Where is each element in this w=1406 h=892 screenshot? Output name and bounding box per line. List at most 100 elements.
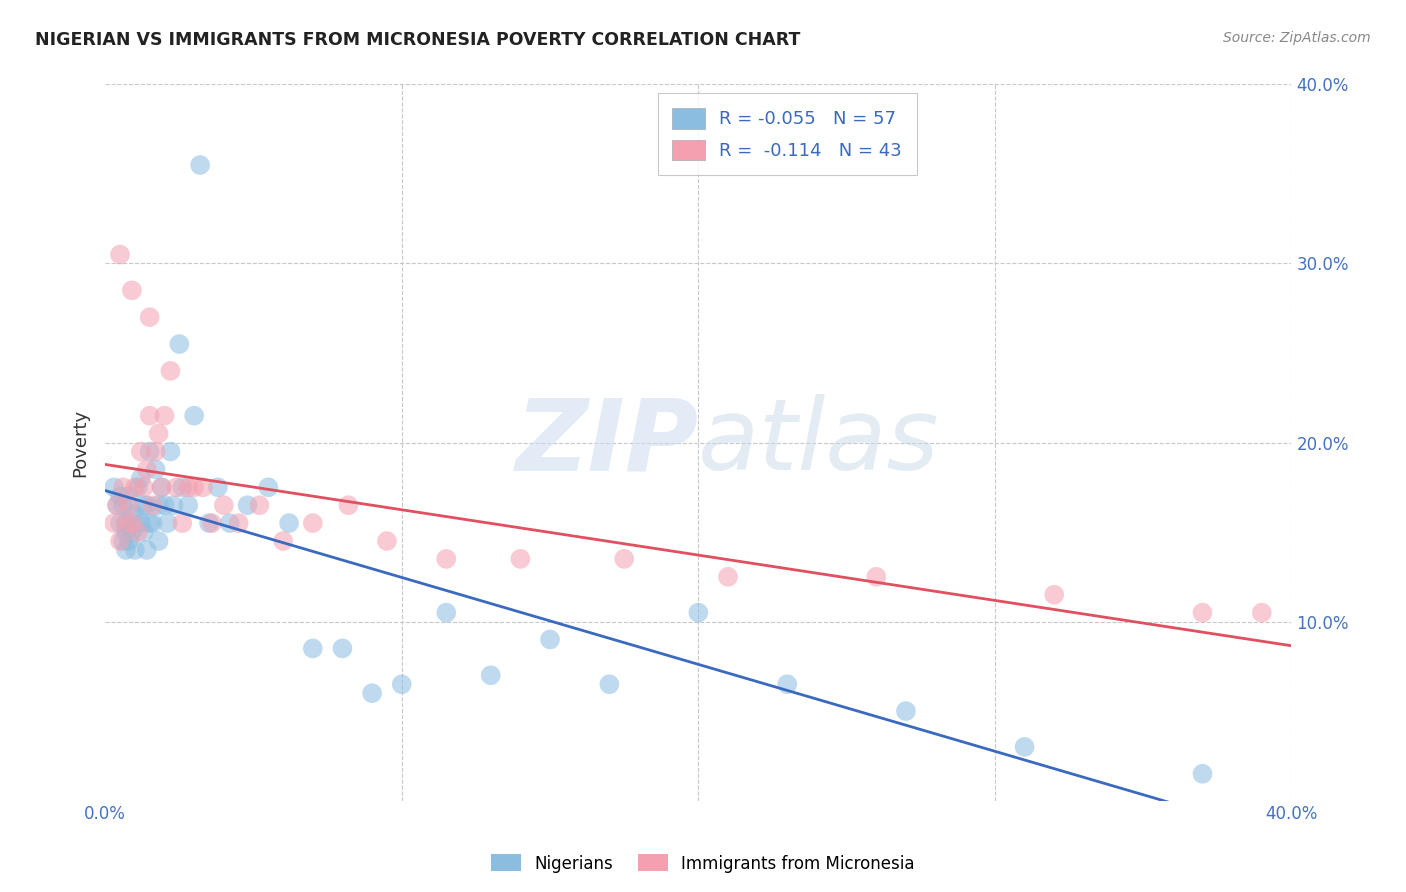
Point xyxy=(479,668,502,682)
Point xyxy=(135,462,157,476)
Point xyxy=(105,498,128,512)
Point xyxy=(207,480,229,494)
Point xyxy=(124,543,146,558)
Point xyxy=(177,480,200,494)
Point xyxy=(153,498,176,512)
Point xyxy=(249,498,271,512)
Point xyxy=(138,409,160,423)
Point xyxy=(103,480,125,494)
Point xyxy=(108,534,131,549)
Point xyxy=(121,524,143,539)
Point xyxy=(361,686,384,700)
Point xyxy=(118,489,141,503)
Point xyxy=(271,534,294,549)
Point xyxy=(148,498,170,512)
Point xyxy=(172,480,194,494)
Point xyxy=(776,677,799,691)
Point xyxy=(124,480,146,494)
Point xyxy=(108,489,131,503)
Text: ZIP: ZIP xyxy=(516,394,699,491)
Text: NIGERIAN VS IMMIGRANTS FROM MICRONESIA POVERTY CORRELATION CHART: NIGERIAN VS IMMIGRANTS FROM MICRONESIA P… xyxy=(35,31,800,49)
Point xyxy=(159,364,181,378)
Point xyxy=(337,498,360,512)
Point xyxy=(121,507,143,521)
Point xyxy=(127,524,149,539)
Point xyxy=(111,534,134,549)
Point xyxy=(183,480,205,494)
Point xyxy=(118,534,141,549)
Point xyxy=(121,516,143,530)
Point xyxy=(169,337,191,351)
Point xyxy=(165,480,187,494)
Point xyxy=(1191,606,1213,620)
Point xyxy=(1191,766,1213,780)
Point xyxy=(717,570,740,584)
Point xyxy=(148,426,170,441)
Point xyxy=(191,480,214,494)
Point xyxy=(257,480,280,494)
Point xyxy=(142,498,165,512)
Point xyxy=(124,507,146,521)
Point xyxy=(894,704,917,718)
Legend: Nigerians, Immigrants from Micronesia: Nigerians, Immigrants from Micronesia xyxy=(485,847,921,880)
Point xyxy=(509,552,531,566)
Point xyxy=(108,516,131,530)
Point xyxy=(132,498,155,512)
Point xyxy=(153,409,176,423)
Point xyxy=(150,480,173,494)
Point xyxy=(129,516,152,530)
Y-axis label: Poverty: Poverty xyxy=(72,409,89,476)
Point xyxy=(156,516,179,530)
Point xyxy=(301,641,323,656)
Point xyxy=(108,247,131,261)
Point xyxy=(150,480,173,494)
Point xyxy=(115,524,138,539)
Point xyxy=(129,444,152,458)
Point xyxy=(865,570,887,584)
Point xyxy=(1250,606,1272,620)
Point xyxy=(118,498,141,512)
Point xyxy=(145,462,167,476)
Point xyxy=(145,444,167,458)
Point xyxy=(132,480,155,494)
Text: atlas: atlas xyxy=(699,394,941,491)
Point xyxy=(375,534,398,549)
Point xyxy=(142,516,165,530)
Legend: R = -0.055   N = 57, R =  -0.114   N = 43: R = -0.055 N = 57, R = -0.114 N = 43 xyxy=(658,94,917,175)
Point xyxy=(111,498,134,512)
Point xyxy=(236,498,259,512)
Point xyxy=(121,283,143,297)
Point xyxy=(162,498,184,512)
Point xyxy=(115,516,138,530)
Point xyxy=(115,516,138,530)
Point xyxy=(115,543,138,558)
Point xyxy=(135,498,157,512)
Point xyxy=(138,444,160,458)
Point xyxy=(1014,739,1036,754)
Point xyxy=(198,516,221,530)
Point xyxy=(132,524,155,539)
Point xyxy=(434,606,457,620)
Point xyxy=(434,552,457,566)
Point xyxy=(228,516,250,530)
Point xyxy=(278,516,301,530)
Point xyxy=(391,677,413,691)
Point xyxy=(688,606,710,620)
Point xyxy=(598,677,620,691)
Point xyxy=(301,516,323,530)
Text: Source: ZipAtlas.com: Source: ZipAtlas.com xyxy=(1223,31,1371,45)
Point xyxy=(111,480,134,494)
Point xyxy=(135,543,157,558)
Point xyxy=(105,498,128,512)
Point xyxy=(172,516,194,530)
Point xyxy=(177,498,200,512)
Point xyxy=(138,516,160,530)
Point xyxy=(103,516,125,530)
Point xyxy=(212,498,235,512)
Point xyxy=(148,534,170,549)
Point xyxy=(332,641,354,656)
Point xyxy=(183,409,205,423)
Point xyxy=(138,310,160,325)
Point xyxy=(218,516,240,530)
Point xyxy=(188,158,211,172)
